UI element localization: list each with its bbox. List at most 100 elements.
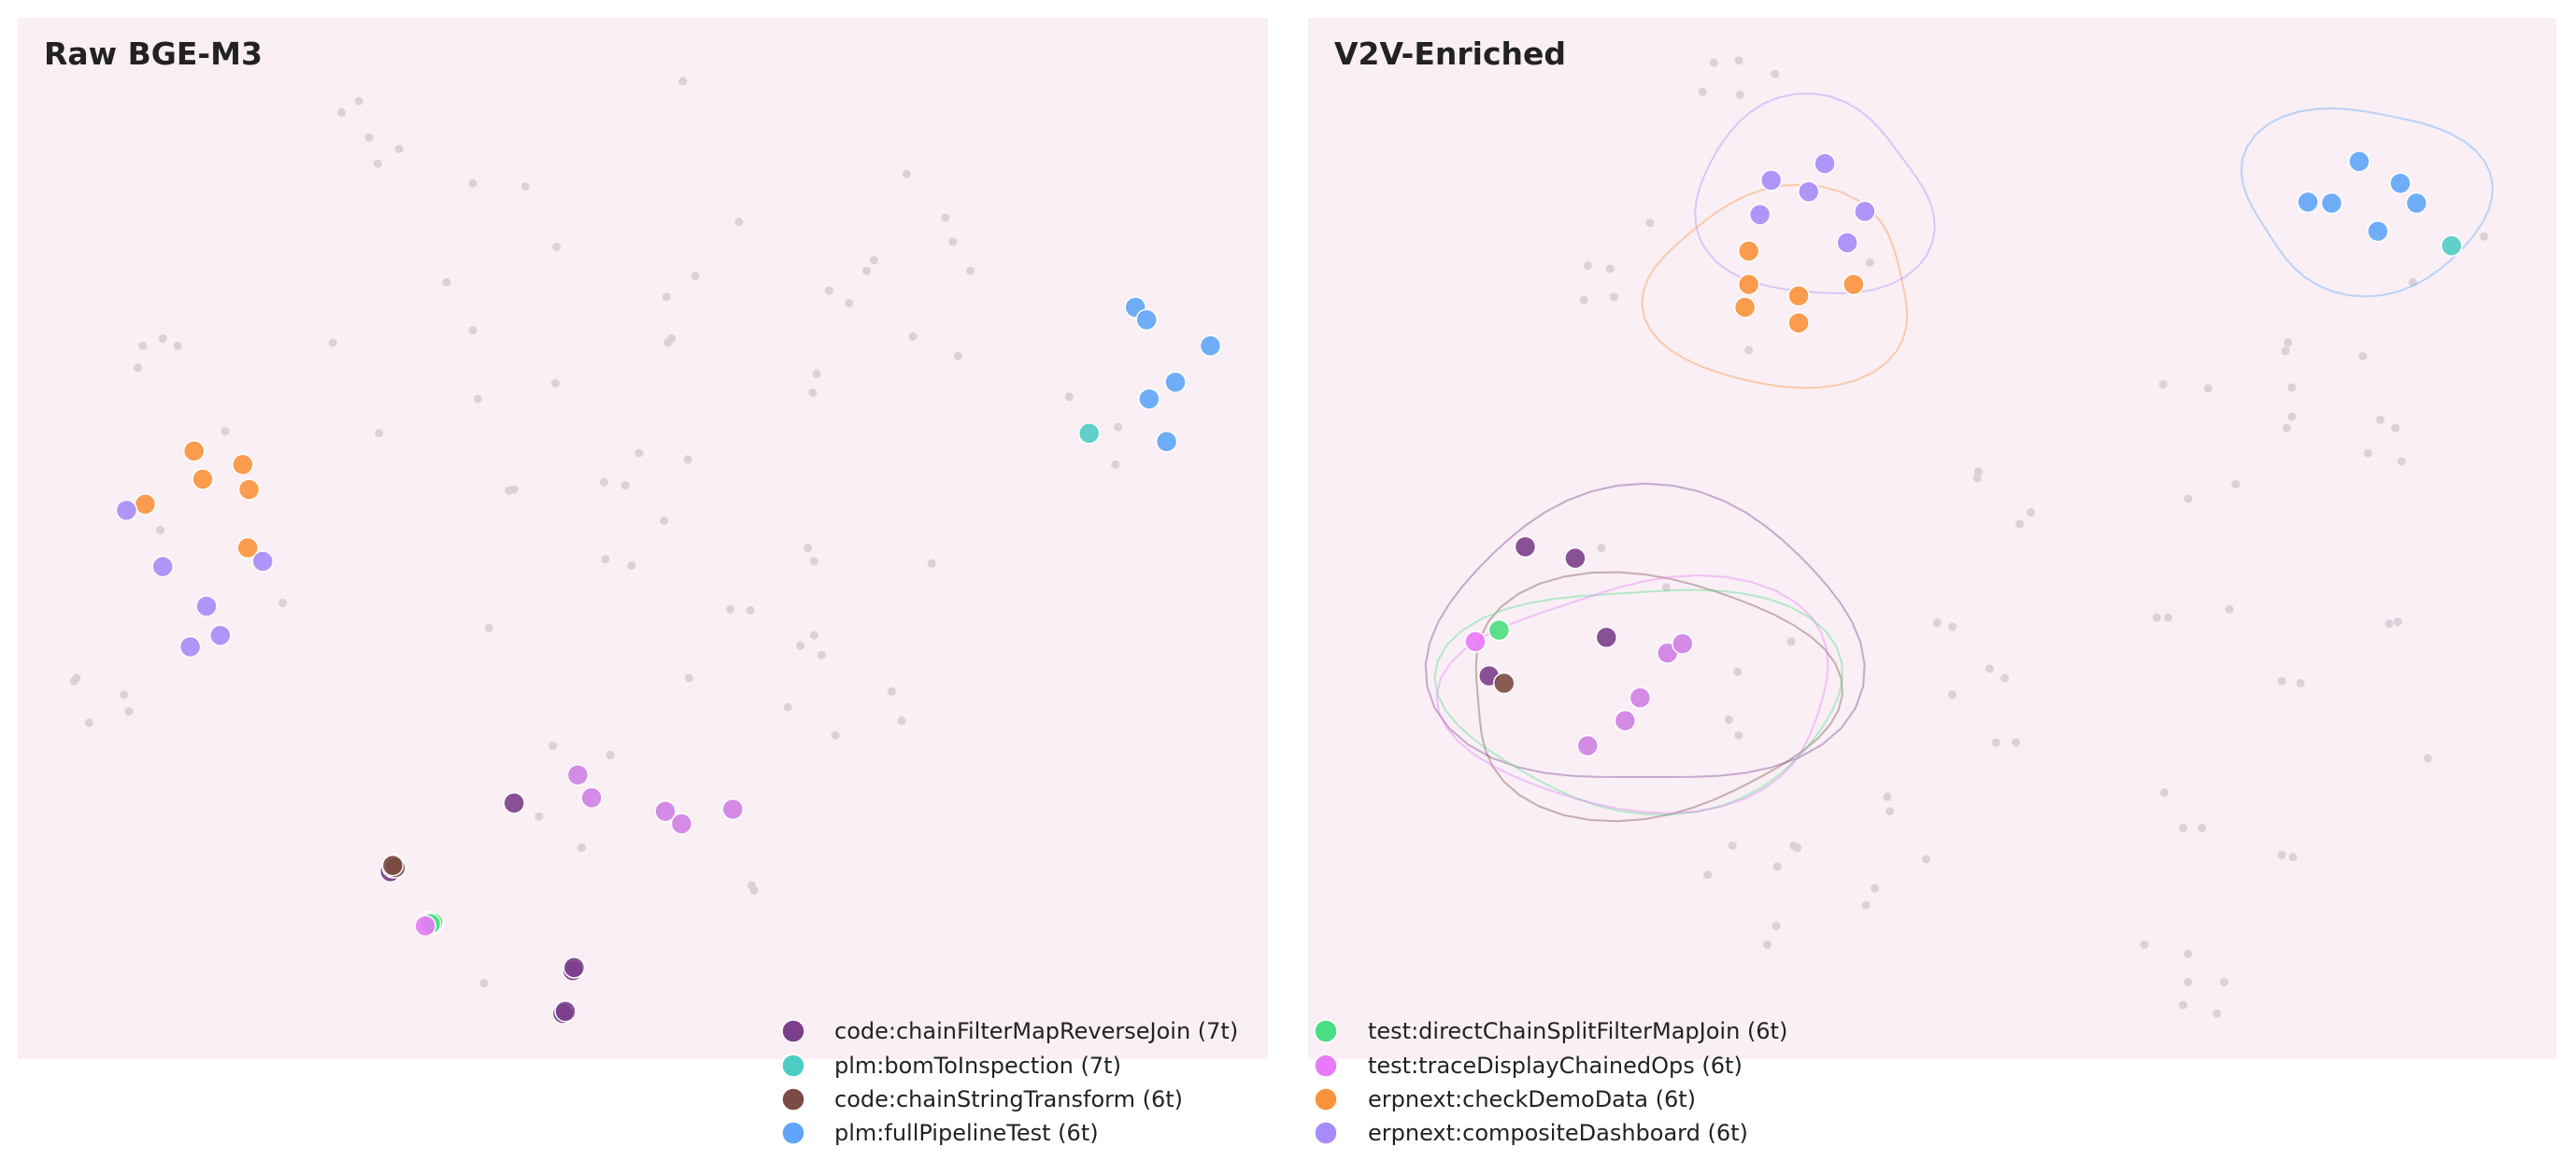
legend-marker (1314, 1087, 1338, 1111)
legend-item: code:chainFilterMapReverseJoin (7t) (781, 1018, 1238, 1044)
data-point (1672, 632, 1694, 655)
background-point (734, 218, 744, 227)
background-point (2376, 415, 2385, 424)
background-point (2363, 448, 2372, 458)
density-contour (1424, 482, 1866, 778)
background-point (2423, 754, 2432, 763)
legend-item: test:traceDisplayChainedOps (6t) (1314, 1053, 1743, 1079)
data-point (1164, 371, 1187, 393)
background-point (600, 477, 609, 487)
legend-label: test:traceDisplayChainedOps (6t) (1368, 1053, 1743, 1079)
background-point (520, 182, 530, 191)
background-point (1113, 422, 1122, 432)
background-point (662, 292, 671, 302)
background-point (808, 388, 818, 397)
background-point (1991, 738, 2000, 747)
background-point (1786, 637, 1796, 646)
panel-enriched: V2V-Enriched (1308, 18, 2556, 1059)
data-point (2348, 150, 2370, 173)
background-point (966, 266, 975, 276)
background-point (887, 687, 896, 696)
legend-label: erpnext:checkDemoData (6t) (1368, 1086, 1696, 1112)
background-point (1861, 900, 1871, 910)
background-point (953, 351, 962, 361)
background-point (683, 455, 692, 464)
background-point (468, 178, 477, 188)
background-point (373, 159, 382, 168)
background-point (831, 730, 840, 740)
background-point (2358, 351, 2368, 361)
background-point (601, 555, 610, 564)
series-plm-fullPipelineTest (1124, 296, 1222, 453)
data-point (1155, 431, 1178, 453)
plot-background (1308, 18, 2556, 1059)
density-contour (1433, 588, 1843, 816)
series-code-chainStringTransform (1493, 672, 1516, 695)
background-point (862, 266, 872, 276)
background-point (364, 133, 374, 142)
background-point (1735, 91, 1744, 100)
series-unlabeled (566, 763, 745, 835)
legend-item: erpnext:checkDemoData (6t) (1314, 1086, 1696, 1112)
background-point (1724, 715, 1733, 725)
data-point (2320, 191, 2343, 215)
data-point (178, 635, 202, 658)
data-point (1595, 626, 1618, 649)
background-point (2000, 673, 2009, 683)
background-point (1772, 862, 1782, 871)
background-point (809, 557, 818, 566)
background-point (548, 741, 558, 750)
background-point (2203, 384, 2213, 393)
background-point (550, 378, 560, 388)
data-point (580, 786, 603, 809)
background-point (1744, 346, 1754, 355)
series-erpnext-checkDemoData (1733, 240, 1865, 334)
background-point (804, 544, 813, 553)
legend-label: erpnext:compositeDashboard (6t) (1368, 1120, 1748, 1146)
background-point (2164, 613, 2173, 622)
background-point (1886, 807, 1895, 816)
data-point (1814, 152, 1836, 175)
density-contour (1641, 183, 1909, 389)
background-point (2408, 277, 2417, 287)
background-point (2287, 412, 2297, 421)
background-point (908, 332, 918, 341)
data-point (414, 914, 436, 938)
series-plm-bomToInspection (1077, 422, 1101, 445)
background-point (124, 707, 134, 716)
series-erpnext-checkDemoData (134, 440, 261, 559)
background-point (221, 427, 230, 436)
background-point (678, 77, 688, 86)
background-point (605, 750, 615, 759)
background-point (138, 341, 148, 350)
data-point (1199, 334, 1222, 357)
data-point (503, 791, 525, 814)
background-point (1985, 664, 1994, 673)
background-point (2179, 1000, 2188, 1010)
background-point (173, 341, 182, 350)
legend-label: code:chainFilterMapReverseJoin (7t) (834, 1018, 1238, 1044)
legend-marker (781, 1019, 805, 1043)
series-plm-fullPipelineTest (2297, 150, 2428, 243)
series-erpnext-compositeDashboard (115, 499, 274, 658)
background-point (2287, 383, 2297, 392)
data-point (554, 999, 576, 1023)
data-point (151, 555, 174, 578)
background-point (2397, 457, 2406, 466)
data-point (1487, 618, 1511, 642)
data-point (1733, 296, 1757, 319)
background-point (660, 517, 669, 526)
background-point (1733, 667, 1743, 676)
background-point (156, 526, 165, 535)
data-point (1737, 240, 1760, 262)
data-point (1464, 630, 1487, 653)
series-plm-bomToInspection (2441, 234, 2463, 257)
background-point (2184, 949, 2193, 958)
background-point (473, 394, 482, 403)
background-point (468, 326, 477, 334)
background-point (1865, 258, 1874, 267)
background-point (2231, 480, 2241, 489)
background-point (552, 242, 562, 251)
background-point (746, 605, 755, 615)
